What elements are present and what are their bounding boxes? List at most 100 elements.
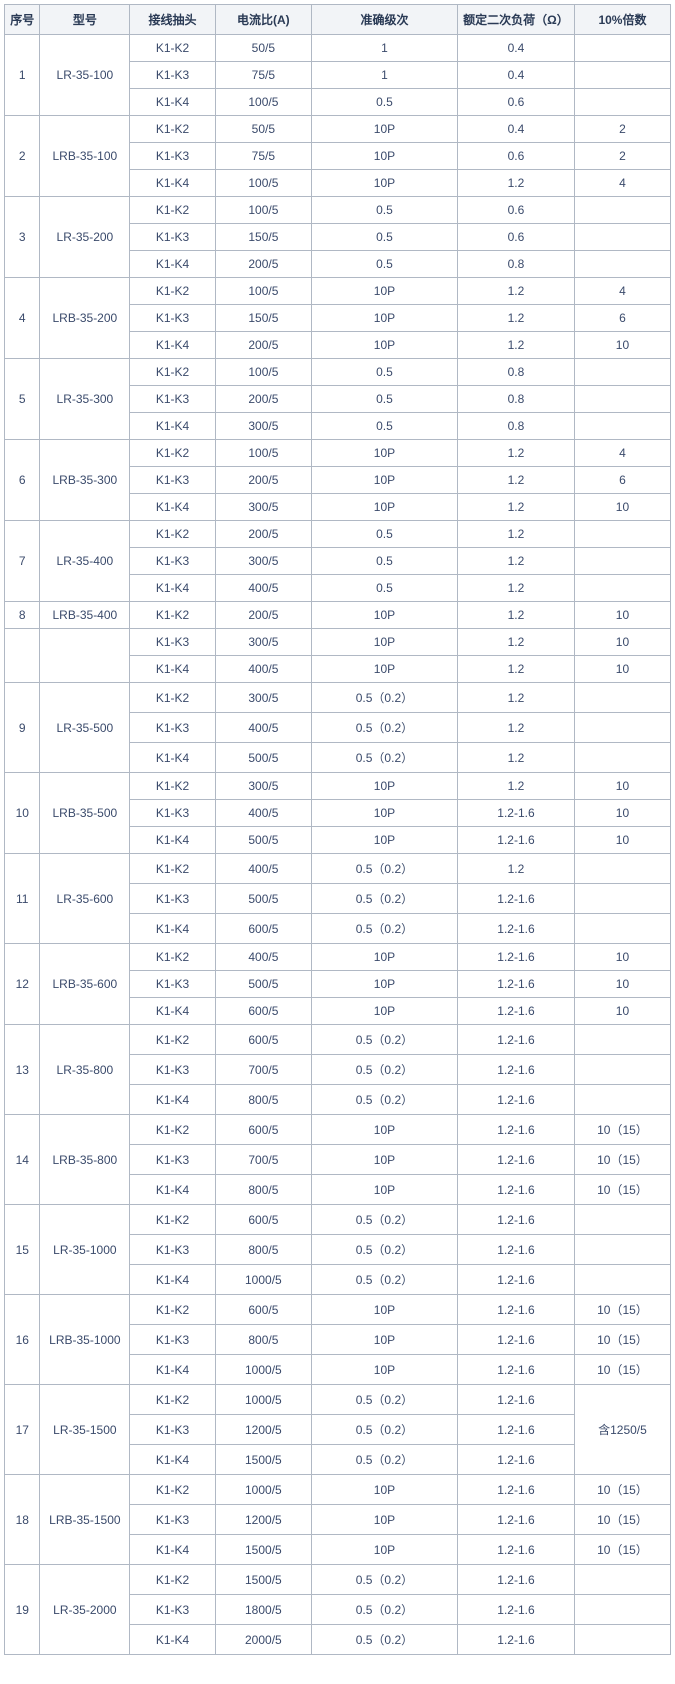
cell-pct: [574, 548, 670, 575]
cell-ratio: 500/5: [215, 827, 311, 854]
cell-pct: 10: [574, 629, 670, 656]
cell-seq: 12: [5, 944, 40, 1025]
cell-accuracy: 10P: [311, 332, 457, 359]
cell-tap: K1-K4: [130, 1175, 216, 1205]
cell-ratio: 1500/5: [215, 1565, 311, 1595]
cell-ratio: 600/5: [215, 998, 311, 1025]
cell-ratio: 200/5: [215, 602, 311, 629]
cell-ratio: 100/5: [215, 89, 311, 116]
cell-accuracy: 0.5（0.2）: [311, 1085, 457, 1115]
cell-pct: 10: [574, 332, 670, 359]
cell-seq: 7: [5, 521, 40, 602]
cell-ratio: 300/5: [215, 494, 311, 521]
cell-accuracy: 10P: [311, 116, 457, 143]
cell-tap: K1-K2: [130, 1385, 216, 1415]
cell-load: 1.2: [458, 854, 575, 884]
cell-pct: [574, 359, 670, 386]
cell-load: 1.2-1.6: [458, 914, 575, 944]
cell-accuracy: 0.5: [311, 521, 457, 548]
table-row: 18LRB-35-1500K1-K21000/510P1.2-1.610（15）: [5, 1475, 671, 1505]
cell-tap: K1-K2: [130, 278, 216, 305]
cell-ratio: 800/5: [215, 1235, 311, 1265]
cell-load: 1.2: [458, 773, 575, 800]
cell-tap: K1-K4: [130, 1355, 216, 1385]
table-body: 1LR-35-100K1-K250/510.4K1-K375/510.4K1-K…: [5, 35, 671, 1655]
cell-ratio: 1500/5: [215, 1535, 311, 1565]
cell-load: 1.2-1.6: [458, 1505, 575, 1535]
cell-pct: 10: [574, 800, 670, 827]
cell-pct: 含1250/5: [574, 1385, 670, 1475]
cell-tap: K1-K4: [130, 1535, 216, 1565]
cell-load: 1.2-1.6: [458, 1115, 575, 1145]
cell-pct: 10（15）: [574, 1145, 670, 1175]
cell-ratio: 800/5: [215, 1175, 311, 1205]
cell-pct: [574, 1595, 670, 1625]
cell-tap: K1-K3: [130, 305, 216, 332]
cell-accuracy: 0.5（0.2）: [311, 914, 457, 944]
cell-load: 1.2-1.6: [458, 944, 575, 971]
cell-accuracy: 0.5（0.2）: [311, 1055, 457, 1085]
cell-seq: 6: [5, 440, 40, 521]
table-row: 9LR-35-500K1-K2300/50.5（0.2）1.2: [5, 683, 671, 713]
cell-ratio: 400/5: [215, 713, 311, 743]
cell-load: 0.6: [458, 197, 575, 224]
cell-pct: 2: [574, 143, 670, 170]
cell-load: 1.2-1.6: [458, 1265, 575, 1295]
cell-load: 1.2-1.6: [458, 971, 575, 998]
cell-ratio: 300/5: [215, 629, 311, 656]
cell-accuracy: 0.5（0.2）: [311, 743, 457, 773]
table-row: 4LRB-35-200K1-K2100/510P1.24: [5, 278, 671, 305]
cell-seq: 17: [5, 1385, 40, 1475]
cell-accuracy: 10P: [311, 800, 457, 827]
cell-tap: K1-K4: [130, 743, 216, 773]
cell-accuracy: 0.5（0.2）: [311, 713, 457, 743]
cell-load: 0.6: [458, 143, 575, 170]
cell-pct: [574, 386, 670, 413]
cell-tap: K1-K4: [130, 170, 216, 197]
cell-load: 1.2-1.6: [458, 1205, 575, 1235]
cell-tap: K1-K2: [130, 197, 216, 224]
col-seq: 序号: [5, 5, 40, 35]
cell-ratio: 1800/5: [215, 1595, 311, 1625]
cell-load: 0.4: [458, 116, 575, 143]
cell-pct: [574, 62, 670, 89]
table-row: 1LR-35-100K1-K250/510.4: [5, 35, 671, 62]
cell-tap: K1-K2: [130, 1115, 216, 1145]
cell-load: 0.8: [458, 359, 575, 386]
cell-pct: [574, 575, 670, 602]
cell-accuracy: 10P: [311, 278, 457, 305]
cell-accuracy: 10P: [311, 1535, 457, 1565]
cell-load: 1.2: [458, 278, 575, 305]
cell-model: LR-35-1000: [40, 1205, 130, 1295]
cell-model: LR-35-600: [40, 854, 130, 944]
table-row: 12LRB-35-600K1-K2400/510P1.2-1.610: [5, 944, 671, 971]
cell-load: 1.2-1.6: [458, 1415, 575, 1445]
cell-ratio: 1200/5: [215, 1415, 311, 1445]
cell-ratio: 200/5: [215, 467, 311, 494]
table-row: 8LRB-35-400K1-K2200/510P1.210: [5, 602, 671, 629]
table-row: 6LRB-35-300K1-K2100/510P1.24: [5, 440, 671, 467]
cell-ratio: 500/5: [215, 884, 311, 914]
cell-pct: 6: [574, 305, 670, 332]
cell-accuracy: 1: [311, 62, 457, 89]
cell-ratio: 200/5: [215, 386, 311, 413]
cell-accuracy: 10P: [311, 656, 457, 683]
table-row: 7LR-35-400K1-K2200/50.51.2: [5, 521, 671, 548]
cell-ratio: 600/5: [215, 1205, 311, 1235]
cell-model: LRB-35-300: [40, 440, 130, 521]
cell-model: LRB-35-200: [40, 278, 130, 359]
cell-ratio: 1200/5: [215, 1505, 311, 1535]
cell-load: 0.8: [458, 251, 575, 278]
cell-pct: [574, 1565, 670, 1595]
cell-seq: 10: [5, 773, 40, 854]
cell-load: 0.4: [458, 35, 575, 62]
cell-accuracy: 10P: [311, 971, 457, 998]
cell-accuracy: 10P: [311, 143, 457, 170]
cell-ratio: 700/5: [215, 1145, 311, 1175]
header-row: 序号 型号 接线抽头 电流比(A) 准确级次 额定二次负荷（Ω） 10%倍数: [5, 5, 671, 35]
cell-load: 1.2-1.6: [458, 1565, 575, 1595]
cell-tap: K1-K4: [130, 998, 216, 1025]
cell-seq: 2: [5, 116, 40, 197]
cell-ratio: 100/5: [215, 440, 311, 467]
cell-load: 1.2: [458, 521, 575, 548]
